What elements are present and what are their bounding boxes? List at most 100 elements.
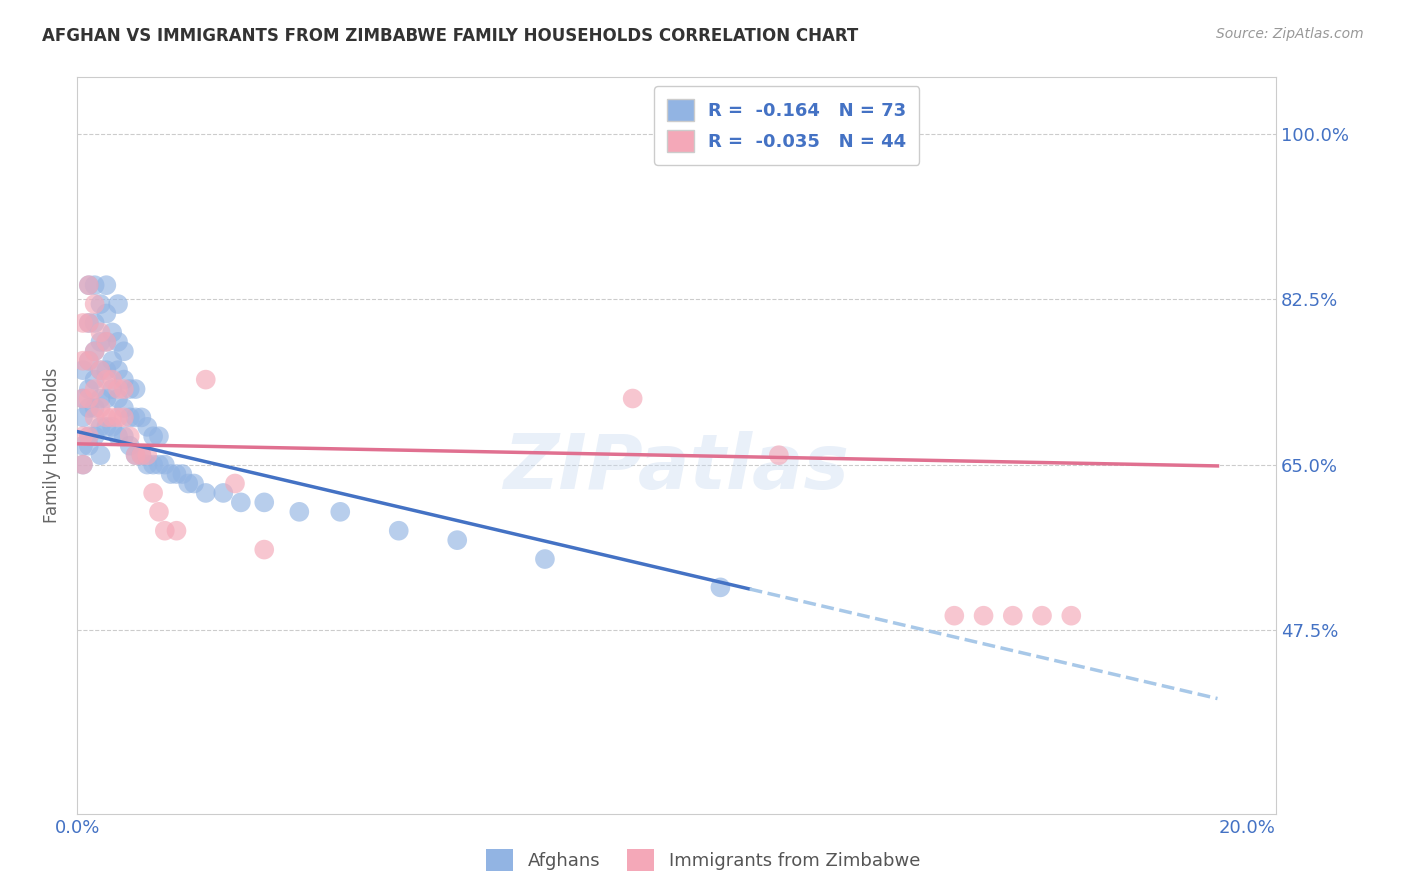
Point bbox=[77, 429, 100, 443]
Point bbox=[96, 334, 118, 349]
Point bbox=[72, 458, 94, 472]
Point bbox=[72, 392, 94, 406]
Point bbox=[89, 363, 111, 377]
Point bbox=[973, 608, 995, 623]
Point bbox=[621, 392, 644, 406]
Point bbox=[77, 401, 100, 415]
Legend: R =  -0.164   N = 73, R =  -0.035   N = 44: R = -0.164 N = 73, R = -0.035 N = 44 bbox=[654, 87, 920, 165]
Point bbox=[194, 373, 217, 387]
Point bbox=[212, 486, 235, 500]
Point bbox=[83, 373, 105, 387]
Point bbox=[83, 316, 105, 330]
Point bbox=[96, 306, 118, 320]
Point bbox=[224, 476, 246, 491]
Point bbox=[112, 373, 135, 387]
Point bbox=[72, 392, 94, 406]
Point bbox=[148, 458, 170, 472]
Point bbox=[446, 533, 468, 548]
Point bbox=[136, 448, 159, 462]
Point bbox=[112, 382, 135, 396]
Point bbox=[943, 608, 966, 623]
Point bbox=[77, 382, 100, 396]
Point bbox=[72, 429, 94, 443]
Point bbox=[229, 495, 252, 509]
Point bbox=[107, 429, 129, 443]
Point bbox=[89, 392, 111, 406]
Point bbox=[131, 410, 153, 425]
Point bbox=[107, 363, 129, 377]
Point bbox=[77, 429, 100, 443]
Point bbox=[112, 344, 135, 359]
Point bbox=[253, 495, 276, 509]
Point bbox=[112, 410, 135, 425]
Point bbox=[77, 353, 100, 368]
Point bbox=[72, 363, 94, 377]
Point bbox=[83, 429, 105, 443]
Point bbox=[72, 458, 94, 472]
Point bbox=[89, 363, 111, 377]
Point bbox=[166, 467, 188, 481]
Point bbox=[101, 410, 124, 425]
Point bbox=[89, 326, 111, 340]
Point bbox=[77, 439, 100, 453]
Point bbox=[142, 429, 165, 443]
Point bbox=[101, 420, 124, 434]
Point bbox=[107, 392, 129, 406]
Point bbox=[288, 505, 311, 519]
Point bbox=[177, 476, 200, 491]
Point bbox=[83, 344, 105, 359]
Point bbox=[96, 410, 118, 425]
Point bbox=[72, 410, 94, 425]
Point bbox=[77, 278, 100, 293]
Point bbox=[124, 448, 146, 462]
Point bbox=[118, 429, 141, 443]
Point bbox=[534, 552, 557, 566]
Point bbox=[118, 382, 141, 396]
Point bbox=[107, 297, 129, 311]
Point bbox=[83, 344, 105, 359]
Point bbox=[107, 410, 129, 425]
Point bbox=[131, 448, 153, 462]
Point bbox=[96, 373, 118, 387]
Text: ZIPatlas: ZIPatlas bbox=[503, 431, 849, 505]
Point bbox=[83, 401, 105, 415]
Point bbox=[709, 580, 731, 594]
Point bbox=[96, 392, 118, 406]
Point bbox=[142, 486, 165, 500]
Point bbox=[112, 429, 135, 443]
Point bbox=[1031, 608, 1053, 623]
Point bbox=[166, 524, 188, 538]
Point bbox=[72, 439, 94, 453]
Point bbox=[101, 353, 124, 368]
Point bbox=[1001, 608, 1024, 623]
Point bbox=[329, 505, 352, 519]
Point bbox=[183, 476, 205, 491]
Point bbox=[1060, 608, 1083, 623]
Point bbox=[388, 524, 411, 538]
Text: Source: ZipAtlas.com: Source: ZipAtlas.com bbox=[1216, 27, 1364, 41]
Point bbox=[136, 420, 159, 434]
Point bbox=[124, 382, 146, 396]
Text: AFGHAN VS IMMIGRANTS FROM ZIMBABWE FAMILY HOUSEHOLDS CORRELATION CHART: AFGHAN VS IMMIGRANTS FROM ZIMBABWE FAMIL… bbox=[42, 27, 859, 45]
Legend: Afghans, Immigrants from Zimbabwe: Afghans, Immigrants from Zimbabwe bbox=[478, 842, 928, 879]
Point bbox=[89, 401, 111, 415]
Point bbox=[148, 429, 170, 443]
Point bbox=[118, 439, 141, 453]
Point bbox=[148, 505, 170, 519]
Point bbox=[124, 448, 146, 462]
Point bbox=[159, 467, 181, 481]
Point bbox=[77, 316, 100, 330]
Point bbox=[89, 448, 111, 462]
Point bbox=[89, 334, 111, 349]
Point bbox=[72, 353, 94, 368]
Point bbox=[153, 524, 176, 538]
Point bbox=[96, 278, 118, 293]
Y-axis label: Family Households: Family Households bbox=[44, 368, 60, 524]
Point bbox=[101, 382, 124, 396]
Point bbox=[77, 316, 100, 330]
Point bbox=[83, 278, 105, 293]
Point bbox=[142, 458, 165, 472]
Point bbox=[77, 278, 100, 293]
Point bbox=[253, 542, 276, 557]
Point bbox=[77, 392, 100, 406]
